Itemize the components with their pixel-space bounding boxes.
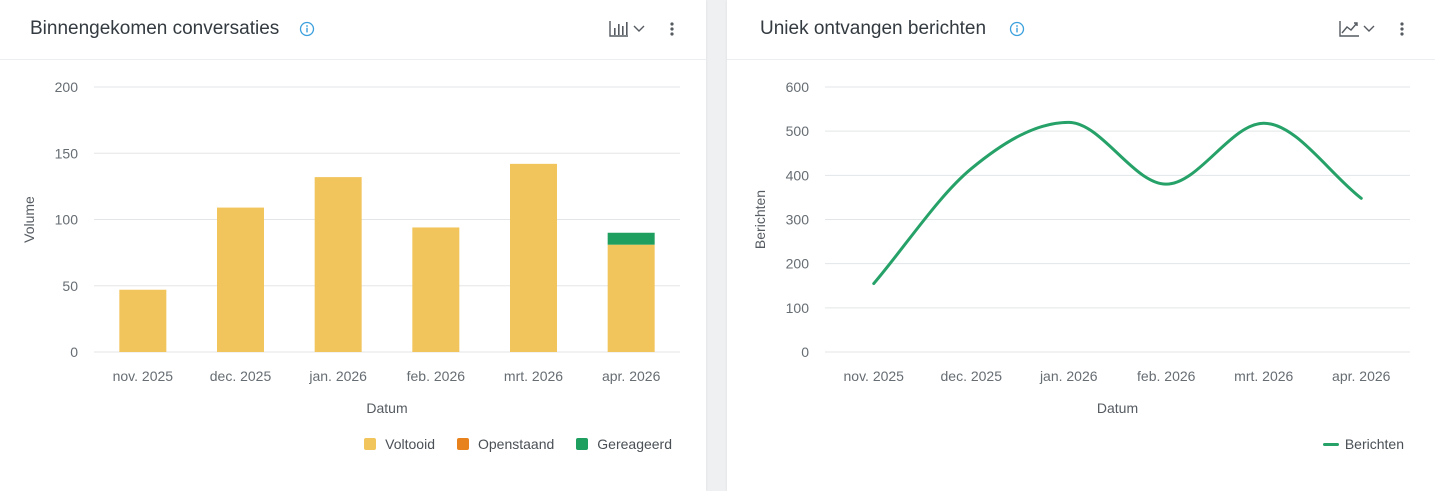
info-icon[interactable] (1009, 21, 1025, 37)
series-line-berichten (872, 120, 1363, 286)
legend: Berichten (1322, 436, 1404, 452)
legend-line-swatch (1322, 442, 1339, 446)
y-tick-label: 400 (786, 167, 810, 183)
panel-title: Uniek ontvangen berichten (760, 18, 987, 39)
legend-item-openstaand[interactable]: Openstaand (456, 436, 555, 452)
bar-voltooid (607, 244, 655, 352)
y-tick-label: 50 (62, 278, 78, 294)
x-tick-label: apr. 2026 (1332, 368, 1391, 384)
legend-item-gereageerd[interactable]: Gereageerd (576, 436, 672, 452)
more-vertical-icon[interactable] (665, 18, 679, 40)
x-tick-label: mrt. 2026 (504, 368, 563, 384)
y-tick-label: 200 (55, 79, 79, 95)
bar-chart: 0 50 100 150 200 nov. 2025 dec. 2025 jan. 2026 f… (21, 79, 680, 416)
legend-item-berichten[interactable]: Berichten (1322, 436, 1404, 452)
x-tick-label: feb. 2026 (1137, 368, 1196, 384)
y-tick-label: 200 (786, 256, 810, 272)
y-axis-title: Berichten (752, 190, 768, 249)
x-axis-title: Datum (1097, 400, 1138, 416)
bar-chart-icon (609, 21, 645, 37)
bar-voltooid (217, 207, 264, 352)
y-tick-label: 0 (801, 344, 809, 360)
legend-label: Openstaand (477, 436, 555, 452)
x-tick-label: dec. 2025 (941, 368, 1003, 384)
bar-voltooid (510, 163, 557, 352)
x-tick-label: apr. 2026 (602, 368, 661, 384)
panel-uniek-ontvangen-berichten: Uniek ontvangen berichten 0 100 200 (727, 0, 1435, 491)
x-tick-label: nov. 2025 (844, 368, 905, 384)
line-chart: 0 100 200 300 400 500 600 nov. 2025 dec. 2025 jan… (752, 79, 1410, 416)
panel-header: Uniek ontvangen berichten (727, 0, 1435, 60)
panel-binnengekomen-conversaties: Binnengekomen conversaties (0, 0, 706, 491)
legend: Voltooid Openstaand Gereageerd (364, 436, 672, 452)
bar-gereageerd (607, 232, 655, 245)
y-tick-label: 100 (786, 300, 810, 316)
panel-header: Binnengekomen conversaties (0, 0, 706, 60)
x-tick-label: feb. 2026 (407, 368, 466, 384)
chart-type-switch[interactable] (608, 18, 648, 40)
bar-voltooid (412, 227, 460, 352)
legend-item-voltooid[interactable]: Voltooid (364, 436, 435, 452)
bar-voltooid (119, 289, 167, 352)
info-icon[interactable] (299, 21, 315, 37)
x-tick-label: nov. 2025 (113, 368, 174, 384)
y-tick-label: 600 (786, 79, 810, 95)
x-tick-label: jan. 2026 (1039, 368, 1098, 384)
bar-voltooid (314, 177, 362, 352)
y-tick-label: 100 (55, 212, 79, 228)
y-axis-title: Volume (21, 196, 37, 243)
line-chart-icon (1339, 21, 1375, 37)
panel-title: Binnengekomen conversaties (30, 18, 280, 39)
chart-type-switch[interactable] (1338, 18, 1378, 40)
x-axis-title: Datum (366, 400, 407, 416)
x-tick-label: mrt. 2026 (1234, 368, 1293, 384)
y-tick-label: 150 (55, 145, 79, 161)
legend-swatch (364, 438, 377, 450)
x-tick-label: jan. 2026 (308, 368, 367, 384)
y-tick-label: 500 (786, 123, 810, 139)
legend-swatch (456, 438, 469, 450)
x-tick-label: dec. 2025 (210, 368, 272, 384)
legend-swatch (576, 438, 589, 450)
legend-label: Berichten (1344, 436, 1404, 452)
legend-label: Voltooid (385, 436, 435, 452)
more-vertical-icon[interactable] (1395, 18, 1409, 40)
y-tick-label: 300 (786, 212, 810, 228)
legend-label: Gereageerd (597, 436, 672, 452)
y-tick-label: 0 (70, 344, 78, 360)
